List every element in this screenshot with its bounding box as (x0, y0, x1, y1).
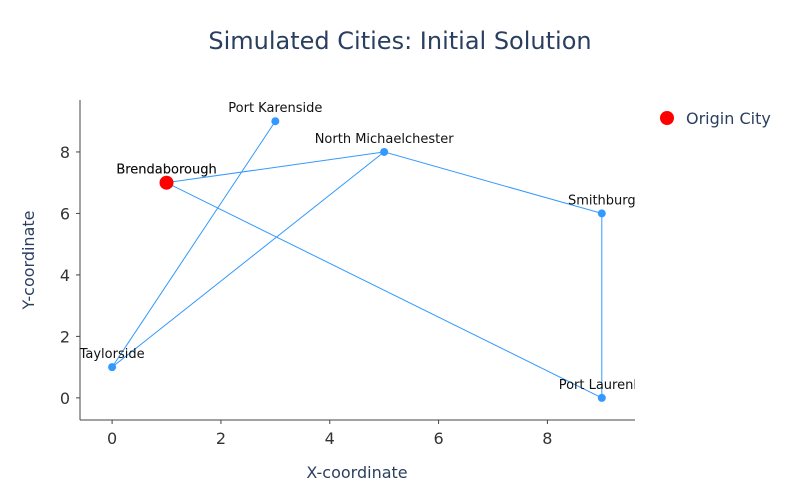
city-label: Brendaborough (116, 163, 216, 178)
city-point (159, 175, 174, 190)
y-tick-label: 0 (60, 389, 70, 408)
y-tick-label: 6 (60, 204, 70, 223)
legend-label: Origin City (686, 109, 771, 128)
y-tick-label: 4 (60, 266, 70, 285)
x-tick-label: 4 (325, 429, 335, 448)
x-tick-label: 0 (107, 429, 117, 448)
city-point (108, 363, 117, 372)
city-point (597, 393, 606, 402)
y-tick-label: 2 (60, 327, 70, 346)
y-tick-label: 8 (60, 143, 70, 162)
x-tick-label: 6 (433, 429, 443, 448)
city-label: Port Karenside (228, 101, 322, 116)
plot-area: Brendaborough North Michaelchester Taylors… (79, 101, 645, 402)
city-label: Taylorside (79, 347, 145, 362)
city-label: Brendaborough (116, 163, 216, 178)
chart-title: Simulated Cities: Initial Solution (208, 27, 591, 55)
x-tick-label: 8 (542, 429, 552, 448)
city-label: Smithburg (568, 193, 636, 208)
x-tick-label: 2 (216, 429, 226, 448)
legend-marker (660, 111, 674, 125)
city-label: Port Laurenla (559, 378, 645, 393)
city-point (597, 209, 606, 218)
city-point (380, 147, 389, 156)
city-point (271, 117, 280, 126)
x-axis-title: X-coordinate (306, 463, 407, 482)
city-label: North Michaelchester (315, 132, 455, 147)
y-axis-title: Y-coordinate (19, 211, 38, 311)
